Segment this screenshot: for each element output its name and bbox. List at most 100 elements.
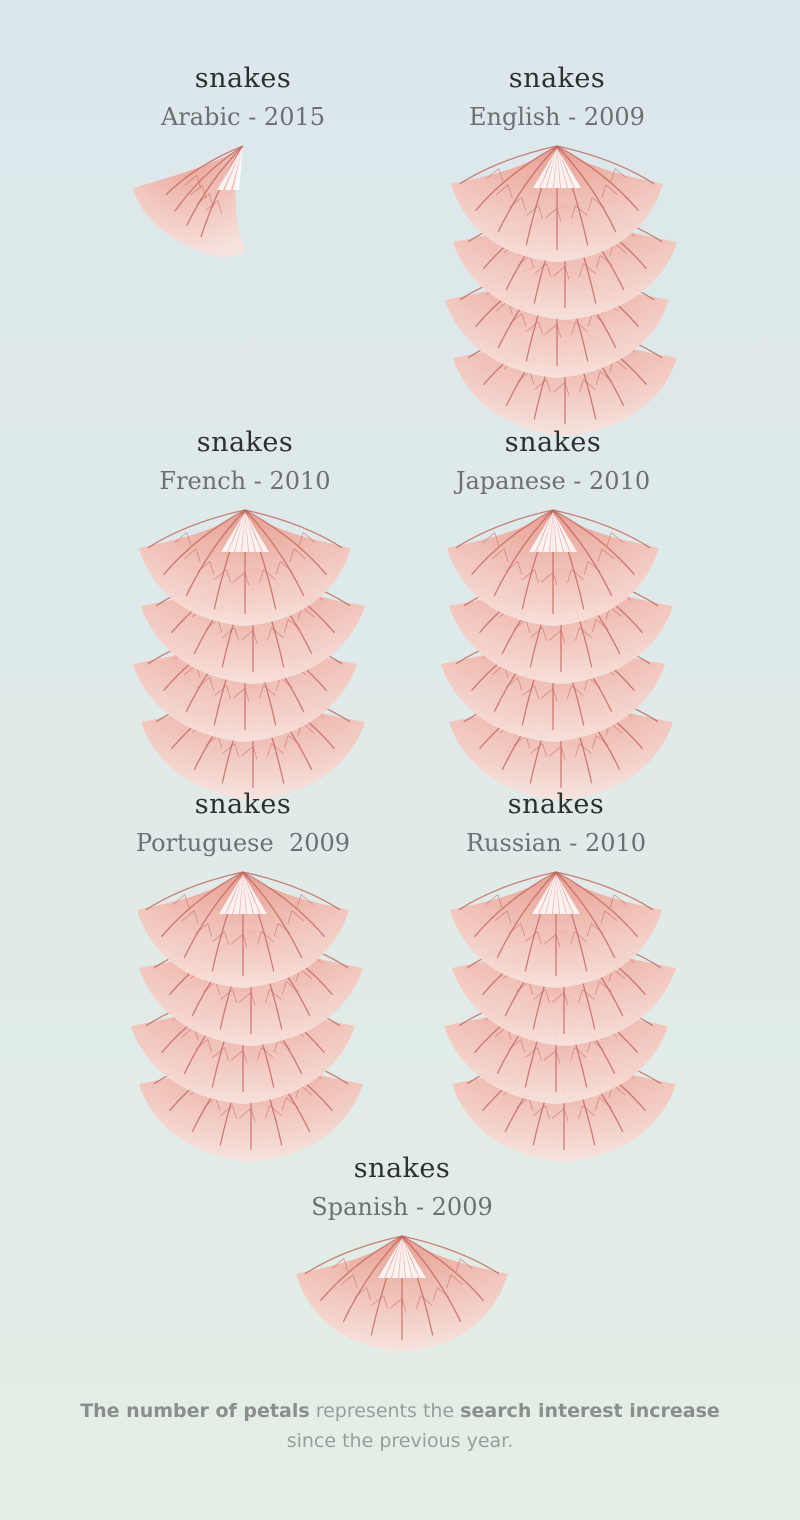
petal-vein-branch [571,685,584,696]
petal [296,1235,508,1352]
petal-vein-branch [252,746,258,760]
petal-highlight [402,1238,412,1278]
petal-vein-branch [287,735,301,746]
petal-vein-branch [548,746,562,757]
flower-glyph [445,145,677,436]
panel-term: snakes [353,1153,451,1184]
petal-vein-branch [174,532,188,543]
petal-vein-branch [582,989,595,1000]
petal-vein-branch [544,208,558,219]
petal-highlight [392,1238,402,1278]
petal-vein [459,145,558,185]
petal-vein-branch [195,923,209,934]
petal-vein [242,871,303,959]
petal-vein-branch [186,532,192,546]
petal-vein-branch [590,923,604,934]
caption-text-2: since the previous year. [286,1430,514,1452]
petal-vein [474,871,557,938]
petal-vein-branch [540,572,554,583]
petal-vein-branch [285,1097,299,1108]
petal-vein-branch [545,989,550,1003]
petal-vein-branch [244,688,250,702]
petal-vein-branch [526,321,539,332]
petal-vein [552,509,651,549]
petal-highlight [550,512,556,552]
petal-vein-branch [546,379,551,393]
petal-vein-branch [591,197,605,208]
petal-vein-branch [271,627,284,638]
petal-vein-branch [601,184,607,198]
petal-vein-branch [263,569,276,580]
petal-vein [244,509,305,597]
petal-vein-branch [533,989,546,1000]
petal-vein-branch [579,379,584,393]
petal-vein-branch [567,569,572,583]
petal-vein-branch [271,743,284,754]
petal-vein-branch [354,1287,368,1298]
petal-vein-branch [551,992,565,1003]
petal-vein-branch [575,627,580,641]
petal-vein-branch [526,205,539,216]
petal-vein-branch [595,255,601,269]
petal-vein-branch [371,1295,384,1306]
petal-highlight [539,874,556,914]
petal-vein-branch [230,934,244,945]
petal-vein-branch [201,185,207,199]
petal-vein-branch [259,685,264,699]
petal-vein-branch [552,572,558,586]
petal-vein [493,509,554,597]
petal-vein-branch [244,572,250,586]
petal-vein-branch [222,743,235,754]
petal-vein-branch [517,371,531,382]
petal-vein [497,145,558,233]
petal-vein-branch [230,1050,244,1061]
petal-vein [174,145,244,212]
petal-vein-branch [587,561,601,572]
petal-vein-branch [289,548,295,562]
petal-vein [320,1235,403,1302]
petal-highlight [554,148,560,188]
petal-vein-branch [556,324,562,338]
petal-vein-branch [537,1047,542,1061]
petal-vein-branch [401,1298,407,1312]
petal-highlight [243,874,260,914]
petal-vein-branch [383,1295,388,1309]
petal-vein-branch [537,931,542,945]
petal-vein-branch [522,685,535,696]
petal-highlight [557,148,581,188]
petal-vein [342,1235,403,1323]
petal-vein-branch [543,1050,557,1061]
petal-vein [401,1235,500,1275]
petal-vein-branch [265,989,270,1003]
petal-vein-branch [207,923,213,937]
petal-vein-branch [567,685,572,699]
petal-vein-branch [184,894,190,908]
petal-vein-branch [416,1295,421,1309]
petal-vein-branch [542,743,547,757]
petal-vein-branch [343,1258,349,1272]
panel-term: snakes [504,427,602,458]
petal-vein-branch [220,989,233,1000]
petal-highlight [556,874,566,914]
petal-vein-branch [575,205,588,216]
petal-vein [161,871,244,938]
petal-highlight [553,512,577,552]
petal-highlight [536,512,553,552]
petal-vein-branch [193,910,199,924]
petal-vein [165,145,244,196]
petal-vein-branch [279,561,293,572]
petal-vein-branch [436,1287,450,1298]
petal-highlight [553,874,559,914]
petal-vein-branch [209,561,215,575]
petal-vein [475,145,558,212]
petal-vein-branch [203,981,217,992]
petal-vein-branch [614,168,628,179]
petal [137,871,349,988]
petal-highlight [402,1238,426,1278]
petal-vein-branch [261,931,274,942]
petal-vein [147,509,246,549]
petal-vein-branch [250,1108,256,1122]
petal-vein [455,509,554,549]
petal-vein-branch [265,1105,270,1119]
petal-highlight [533,148,557,188]
